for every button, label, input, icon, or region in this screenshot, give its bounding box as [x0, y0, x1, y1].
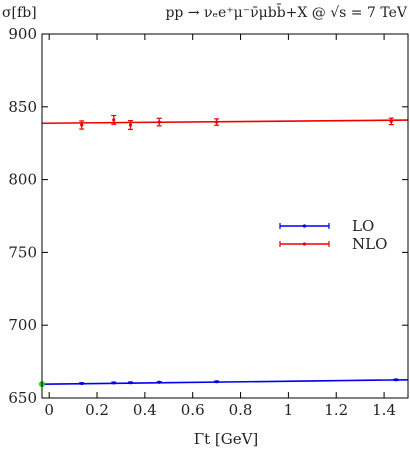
legend-marker — [302, 242, 307, 246]
data-point — [80, 381, 84, 386]
x-axis-label: Γt [GeV] — [194, 430, 259, 448]
data-point — [128, 123, 133, 127]
title-left: σ[fb] — [2, 5, 37, 21]
y-tick-label: 650 — [8, 389, 37, 407]
y-tick-label: 700 — [8, 316, 37, 334]
data-point — [394, 378, 398, 382]
y-tick-label: 800 — [8, 171, 37, 189]
x-tick-label: 1.4 — [372, 401, 396, 419]
y-tick-label: 750 — [8, 243, 37, 261]
data-point — [215, 120, 219, 124]
title-right: pp → νₑe⁺μ⁻ν̄μbb̄+X @ √s = 7 TeV — [165, 3, 407, 21]
data-point — [80, 123, 84, 127]
x-tick-label: 0 — [44, 401, 54, 419]
x-tick-label: 1.2 — [324, 401, 348, 419]
data-point — [389, 119, 393, 123]
x-tick-label: 1 — [284, 401, 294, 419]
data-point — [112, 381, 116, 385]
y-tick-label: 900 — [8, 25, 37, 43]
y-tick-label: 850 — [8, 98, 37, 116]
plot-frame — [41, 33, 409, 399]
data-point — [157, 380, 161, 384]
data-point — [112, 118, 116, 122]
legend-label: LO — [352, 217, 374, 235]
axes: 0 0.2 0.4 0.6 0.8 1 1.2 1.4 650 700 750 800 850 900 — [8, 25, 409, 419]
x-tick-label: 0.8 — [229, 401, 253, 419]
legend-label: NLO — [352, 235, 387, 253]
data-point — [128, 381, 133, 385]
x-tick-label: 0.6 — [181, 401, 205, 419]
legend-marker — [302, 224, 307, 228]
x-tick-label: 0.2 — [85, 401, 109, 419]
plot-area — [39, 114, 409, 388]
data-point — [215, 380, 219, 384]
series-line — [41, 379, 409, 385]
series-line — [41, 119, 409, 125]
data-point — [157, 120, 161, 124]
x-tick-label: 0.4 — [133, 401, 157, 419]
